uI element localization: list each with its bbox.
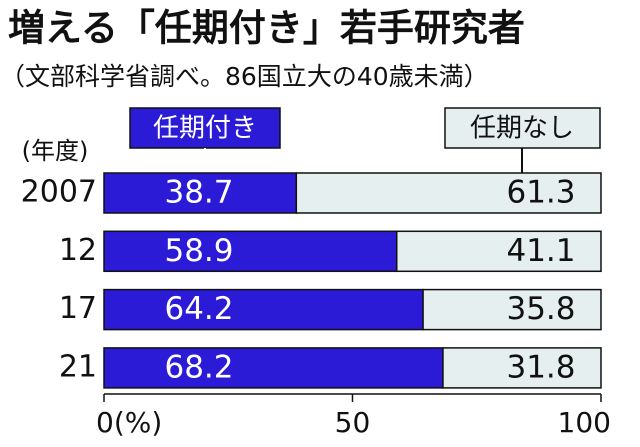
bar-segment	[422, 288, 602, 331]
y-tick-label: 21	[59, 349, 97, 384]
bar-segment	[103, 172, 298, 214]
bar-segment	[103, 288, 424, 331]
legend-swatch	[444, 107, 601, 149]
data-label: 68.2	[164, 349, 233, 385]
data-label: 41.1	[506, 233, 575, 269]
x-tick-label: 0(%)	[96, 406, 162, 439]
bar-segment	[442, 347, 602, 389]
y-axis-label: (年度)	[22, 137, 89, 165]
legend-label: 任期なし	[470, 114, 574, 144]
data-label: 38.7	[164, 175, 233, 211]
bar-segment	[395, 230, 602, 273]
y-tick-label: 2007	[21, 175, 97, 210]
data-label: 58.9	[164, 233, 233, 269]
data-label: 64.2	[164, 291, 233, 327]
data-label: 35.8	[506, 291, 575, 327]
bar-segment	[103, 347, 444, 389]
bar-segment	[295, 172, 602, 214]
data-label: 61.3	[506, 175, 575, 211]
chart-title: 増える「任期付き」若手研究者	[8, 7, 525, 50]
y-tick-label: 12	[59, 233, 97, 268]
chart-subtitle: （文部科学省調べ。86国立大の40歳未満）	[0, 62, 489, 91]
data-label: 31.8	[506, 349, 575, 385]
x-tick-label: 100	[558, 406, 611, 439]
x-tick-label: 50	[335, 406, 371, 439]
legend-label: 任期付き	[153, 114, 257, 144]
legend-swatch	[129, 107, 281, 149]
y-tick-label: 17	[59, 291, 97, 326]
bar-segment	[103, 230, 398, 273]
